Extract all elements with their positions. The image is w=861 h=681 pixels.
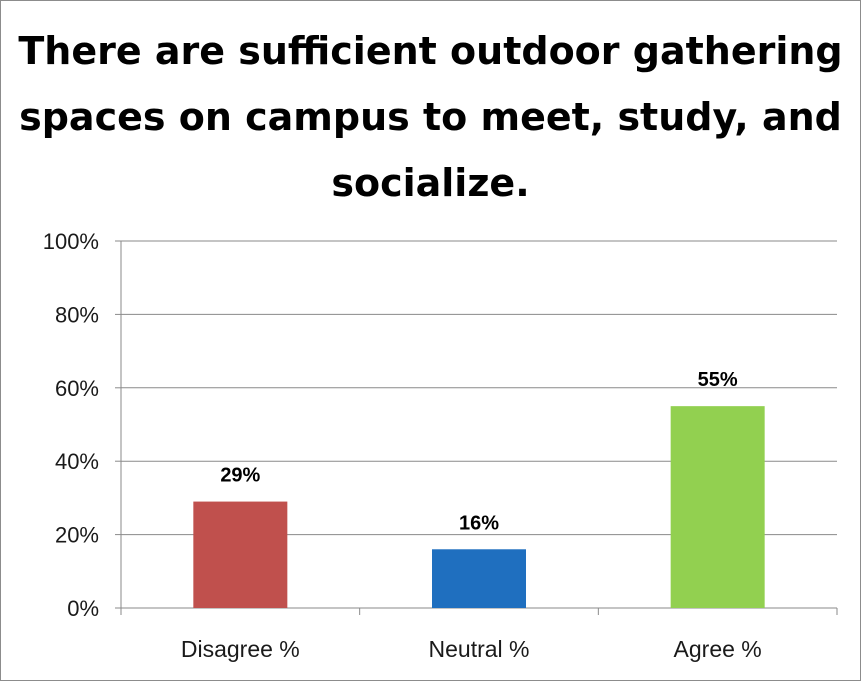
category-label: Agree % [674, 636, 762, 662]
data-label: 55% [698, 369, 738, 391]
y-tick-label: 40% [55, 449, 99, 474]
y-tick-label: 80% [55, 302, 99, 327]
bar-agree [670, 406, 765, 608]
y-tick-label: 60% [55, 376, 99, 401]
bar-disagree [193, 501, 288, 608]
bar-neutral [432, 549, 526, 608]
y-tick-label: 20% [55, 523, 99, 548]
labels: 0% 20% 40% 60% 80% 100% 29% Disagree % 16% Neutra… [43, 229, 762, 662]
y-tick-label: 0% [67, 596, 99, 621]
category-label: Neutral % [429, 636, 530, 662]
data-label: 16% [459, 512, 499, 534]
y-tick-label: 100% [43, 229, 99, 254]
bars [193, 406, 765, 608]
data-label: 29% [220, 465, 260, 487]
chart-title: There are sufficient outdoor gathering s… [18, 29, 843, 205]
category-label: Disagree % [181, 636, 300, 662]
